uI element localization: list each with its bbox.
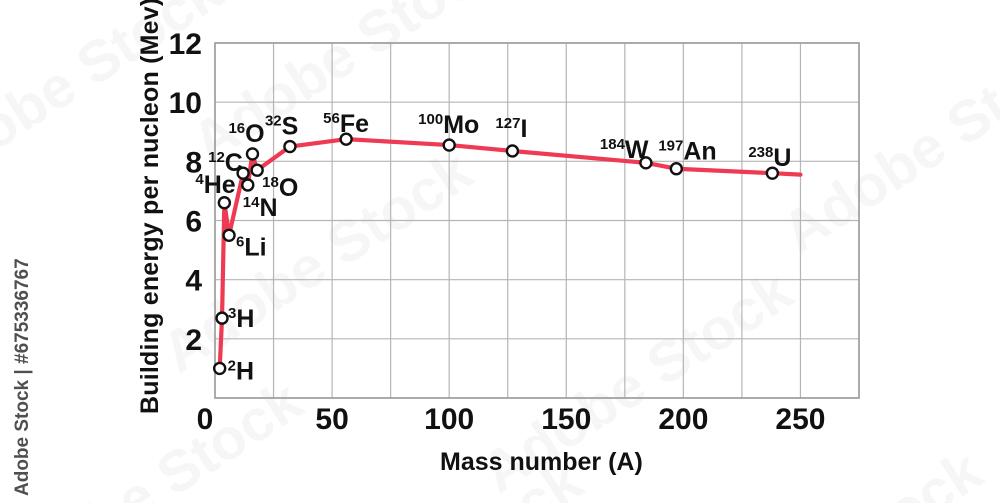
x-tick-label-50: 50 bbox=[315, 403, 348, 436]
x-tick-label-200: 200 bbox=[658, 403, 708, 436]
point-label-100Mo: 100Mo bbox=[418, 111, 479, 139]
x-tick-label-100: 100 bbox=[424, 403, 474, 436]
data-point-238U bbox=[765, 166, 780, 180]
point-label-238U: 238U bbox=[748, 144, 791, 172]
x-tick-label-150: 150 bbox=[541, 403, 591, 436]
data-point-184W bbox=[639, 156, 653, 170]
data-point-18O bbox=[250, 163, 264, 177]
point-label-32S: 32S bbox=[265, 113, 298, 141]
data-point-4He bbox=[217, 196, 232, 210]
y-tick-label-2: 2 bbox=[185, 324, 202, 357]
point-label-16O: 16O bbox=[228, 120, 264, 148]
point-label-184W: 184W bbox=[600, 136, 649, 164]
data-point-6Li bbox=[222, 228, 236, 242]
data-point-197An bbox=[669, 162, 684, 176]
data-point-12C bbox=[236, 166, 250, 180]
y-tick-label-8: 8 bbox=[185, 146, 202, 179]
point-label-14N: 14N bbox=[243, 194, 278, 222]
x-axis-title: Mass number (A) bbox=[440, 448, 643, 476]
point-label-2H: 2H bbox=[228, 357, 254, 385]
y-axis-title: Building energy per nucleon (Mev) bbox=[136, 0, 164, 414]
point-label-127I: 127I bbox=[495, 115, 527, 143]
x-tick-label-0: 0 bbox=[197, 403, 214, 436]
data-point-14N bbox=[241, 178, 255, 192]
y-tick-label-10: 10 bbox=[169, 87, 202, 120]
data-point-2H bbox=[212, 361, 227, 376]
y-tick-label-4: 4 bbox=[185, 265, 202, 298]
data-point-3H bbox=[215, 311, 229, 325]
x-tick-label-250: 250 bbox=[775, 403, 825, 436]
binding-energy-curve bbox=[217, 137, 803, 371]
data-point-56Fe bbox=[339, 132, 353, 146]
data-point-100Mo bbox=[442, 138, 456, 152]
point-label-6Li: 6Li bbox=[236, 233, 267, 261]
point-label-4He: 4He bbox=[195, 171, 235, 199]
plot-border bbox=[214, 42, 860, 399]
point-label-197An: 197An bbox=[658, 138, 716, 166]
point-label-18O: 18O bbox=[262, 174, 298, 202]
point-label-12C: 12C bbox=[208, 149, 243, 177]
data-point-32S bbox=[283, 139, 297, 154]
data-point-16O bbox=[245, 147, 260, 161]
watermark-tile: Adobe Stock bbox=[660, 437, 994, 503]
data-point-127I bbox=[505, 144, 520, 158]
point-label-56Fe: 56Fe bbox=[323, 110, 369, 138]
y-tick-label-6: 6 bbox=[185, 206, 202, 239]
point-label-3H: 3H bbox=[228, 305, 254, 333]
watermark-id-text: Adobe Stock | #675336767 bbox=[12, 258, 33, 496]
y-tick-label-12: 12 bbox=[169, 28, 202, 61]
